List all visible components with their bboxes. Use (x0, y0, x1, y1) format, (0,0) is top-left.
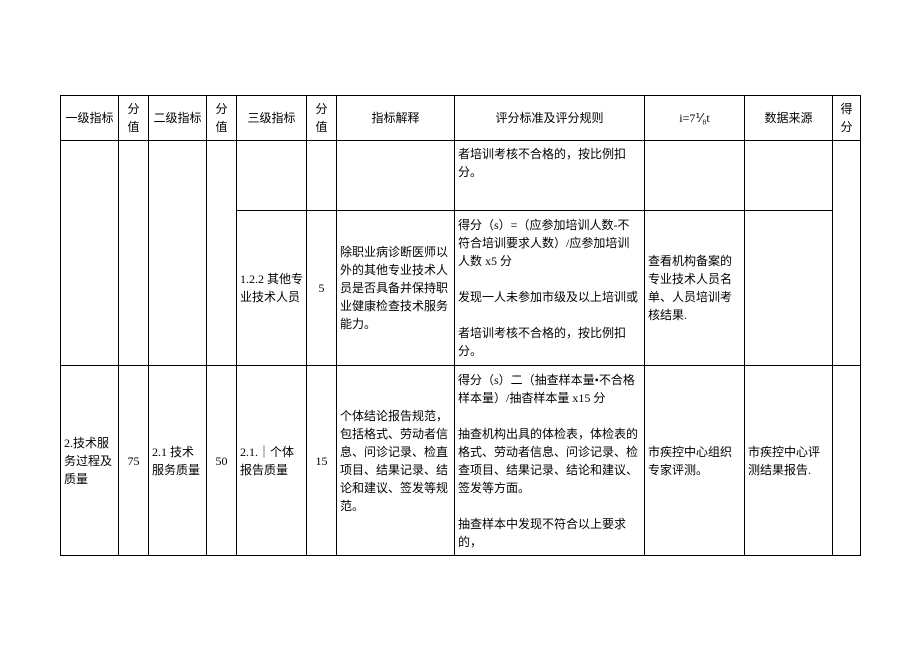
table-row: 2.技术服务过程及质量 75 2.1 技术服务质量 50 2.1.｜个体报告质量… (61, 366, 861, 556)
cell-s2-cont (207, 141, 237, 366)
cell-s3-3: 15 (307, 366, 337, 556)
cell-source-cont (745, 141, 833, 211)
th-level1: 一级指标 (61, 96, 119, 141)
cell-l3-3: 2.1.｜个体报告质量 (237, 366, 307, 556)
th-score3: 分值 (307, 96, 337, 141)
cell-explain-3: 个体结论报告规范，包括格式、劳动者信息、问诊记录、检直项目、结果记录、结论和建议… (337, 366, 455, 556)
th-explain: 指标解释 (337, 96, 455, 141)
cell-source-2 (745, 211, 833, 366)
cell-rule-1: 者培训考核不合格的，按比例扣分。 (455, 141, 645, 211)
cell-explain-cont (337, 141, 455, 211)
th-rule: 评分标准及评分规则 (455, 96, 645, 141)
table-row: 者培训考核不合格的，按比例扣分。 (61, 141, 861, 211)
th-formula: i=7⅟₈t (645, 96, 745, 141)
cell-formula-3: 市疾控中心组织专家评测。 (645, 366, 745, 556)
cell-s3-2: 5 (307, 211, 337, 366)
cell-s1-3: 75 (119, 366, 149, 556)
cell-score-3 (833, 366, 861, 556)
evaluation-table: 一级指标 分值 二级指标 分值 三级指标 分值 指标解释 评分标准及评分规则 i… (60, 95, 861, 556)
cell-l2-cont (149, 141, 207, 366)
cell-formula-2: 查看机构备案的专业技术人员名单、人员培训考核结果. (645, 211, 745, 366)
cell-s2-3: 50 (207, 366, 237, 556)
cell-l3-2: 1.2.2 其他专业技术人员 (237, 211, 307, 366)
cell-s1-cont (119, 141, 149, 366)
cell-l2-3: 2.1 技术服务质量 (149, 366, 207, 556)
cell-score-cont (833, 141, 861, 366)
cell-l3-cont (237, 141, 307, 211)
th-score: 得分 (833, 96, 861, 141)
cell-explain-2: 除职业病诊断医师以外的其他专业技术人员是否具备并保持职业健康检查技术服务能力。 (337, 211, 455, 366)
th-level3: 三级指标 (237, 96, 307, 141)
th-source: 数据来源 (745, 96, 833, 141)
cell-l1-cont (61, 141, 119, 366)
th-level2: 二级指标 (149, 96, 207, 141)
cell-source-3: 市疾控中心评测结果报告. (745, 366, 833, 556)
cell-formula-cont (645, 141, 745, 211)
cell-l1-3: 2.技术服务过程及质量 (61, 366, 119, 556)
cell-rule-3: 得分（s）二（抽查样本量•不合格样本量）/抽杳样本量 x15 分抽查机构出具的体… (455, 366, 645, 556)
th-score2: 分值 (207, 96, 237, 141)
th-score1: 分值 (119, 96, 149, 141)
cell-s3-cont (307, 141, 337, 211)
document-page: 一级指标 分值 二级指标 分值 三级指标 分值 指标解释 评分标准及评分规则 i… (0, 0, 920, 651)
table-header-row: 一级指标 分值 二级指标 分值 三级指标 分值 指标解释 评分标准及评分规则 i… (61, 96, 861, 141)
cell-rule-2: 得分（s）=（应参加培训人数-不符合培训要求人数）/应参加培训人数 x5 分发现… (455, 211, 645, 366)
